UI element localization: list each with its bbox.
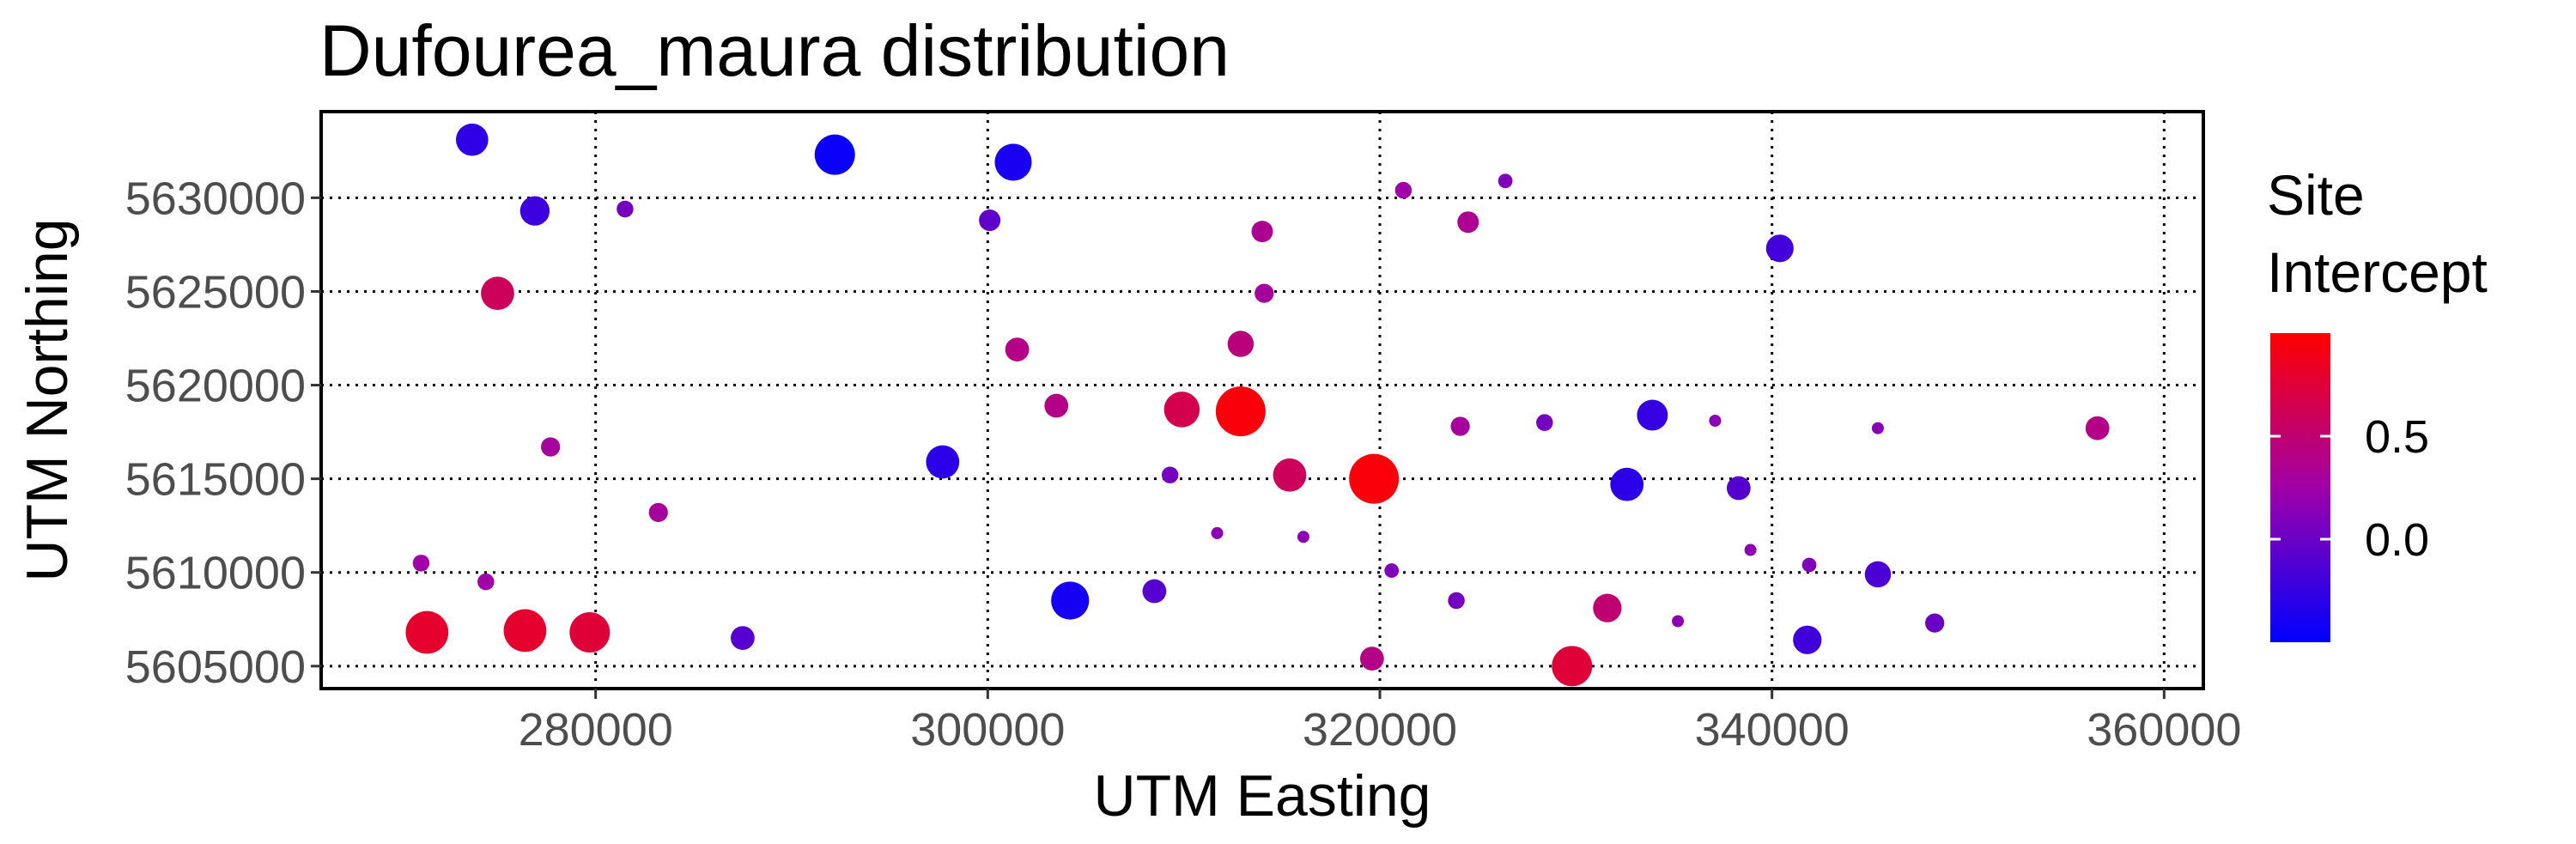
legend-title-line-1: Site	[2267, 163, 2365, 227]
data-point	[1448, 592, 1465, 610]
data-point	[1610, 467, 1644, 501]
data-point	[541, 437, 561, 457]
data-point	[1051, 581, 1090, 620]
data-point	[405, 610, 449, 654]
y-tick-label: 5615000	[125, 454, 306, 506]
data-point	[2085, 416, 2110, 440]
data-point	[1637, 399, 1668, 431]
data-point	[412, 555, 430, 572]
data-point	[1297, 531, 1309, 543]
data-point	[481, 276, 514, 311]
data-point	[1251, 221, 1273, 243]
data-point	[1394, 181, 1413, 199]
legend-title-line-2: Intercept	[2267, 240, 2488, 304]
data-point	[569, 612, 611, 653]
data-point	[1211, 526, 1224, 539]
data-point	[1255, 283, 1274, 303]
data-points	[405, 123, 2110, 687]
data-point	[1349, 453, 1400, 504]
data-point	[1163, 392, 1200, 428]
data-point	[503, 609, 547, 653]
data-point	[1384, 563, 1400, 578]
data-point	[1142, 579, 1167, 604]
data-point	[1801, 557, 1817, 573]
data-point	[1552, 646, 1593, 687]
data-point	[1672, 615, 1685, 628]
y-tick-label: 5625000	[125, 266, 306, 318]
legend-tick-label: 0.0	[2365, 514, 2429, 566]
data-point	[1273, 458, 1307, 492]
data-point	[1359, 647, 1384, 671]
data-point	[1450, 416, 1470, 436]
data-point	[1044, 393, 1069, 418]
x-tick-label: 340000	[1695, 704, 1850, 756]
data-point	[994, 143, 1032, 181]
legend-ticks: 0.5 0.0	[2270, 411, 2429, 566]
x-tick-label: 300000	[910, 704, 1065, 756]
color-legend: Site Intercept 0.5 0.0	[2267, 163, 2488, 642]
x-tick-label: 280000	[519, 704, 673, 756]
data-point	[519, 196, 550, 226]
data-point	[1161, 466, 1179, 484]
data-point	[926, 445, 960, 479]
plot-panel-border	[319, 110, 2205, 690]
y-tick-label: 5610000	[125, 548, 306, 599]
data-point	[477, 573, 495, 591]
x-axis-ticks: 280000 300000 320000 340000 360000	[519, 689, 2241, 756]
y-axis-ticks: 5605000 5610000 5615000 5620000 5625000 56300…	[125, 173, 321, 693]
data-point	[1215, 386, 1266, 437]
y-tick-label: 5630000	[125, 173, 306, 224]
x-tick-label: 320000	[1303, 704, 1457, 756]
data-point	[1457, 211, 1479, 234]
data-point	[1536, 414, 1553, 431]
data-point	[1925, 613, 1945, 633]
data-point	[1227, 331, 1255, 357]
data-point	[1765, 234, 1794, 263]
y-axis-label: UTM Northing	[15, 218, 80, 581]
data-point	[1871, 422, 1884, 434]
x-tick-label: 360000	[2087, 704, 2241, 756]
data-point	[1744, 543, 1757, 556]
data-point	[814, 134, 855, 175]
data-point	[1593, 593, 1622, 622]
y-tick-label: 5605000	[125, 641, 306, 693]
legend-colorbar	[2270, 333, 2330, 642]
legend-tick-label: 0.5	[2365, 411, 2429, 463]
data-point	[1793, 625, 1822, 654]
data-point	[1005, 337, 1030, 361]
x-axis-label: UTM Easting	[1094, 763, 1431, 829]
data-point	[1864, 561, 1892, 588]
data-point	[617, 200, 634, 218]
data-point	[455, 123, 489, 156]
data-point	[1709, 415, 1722, 427]
data-point	[1498, 173, 1513, 189]
data-point	[731, 626, 755, 650]
y-tick-label: 5620000	[125, 361, 306, 412]
data-point	[1726, 476, 1751, 501]
grid-lines	[321, 112, 2203, 689]
data-point	[979, 209, 1001, 232]
data-point	[648, 502, 668, 523]
chart-title: Dufourea_maura distribution	[319, 10, 1230, 91]
